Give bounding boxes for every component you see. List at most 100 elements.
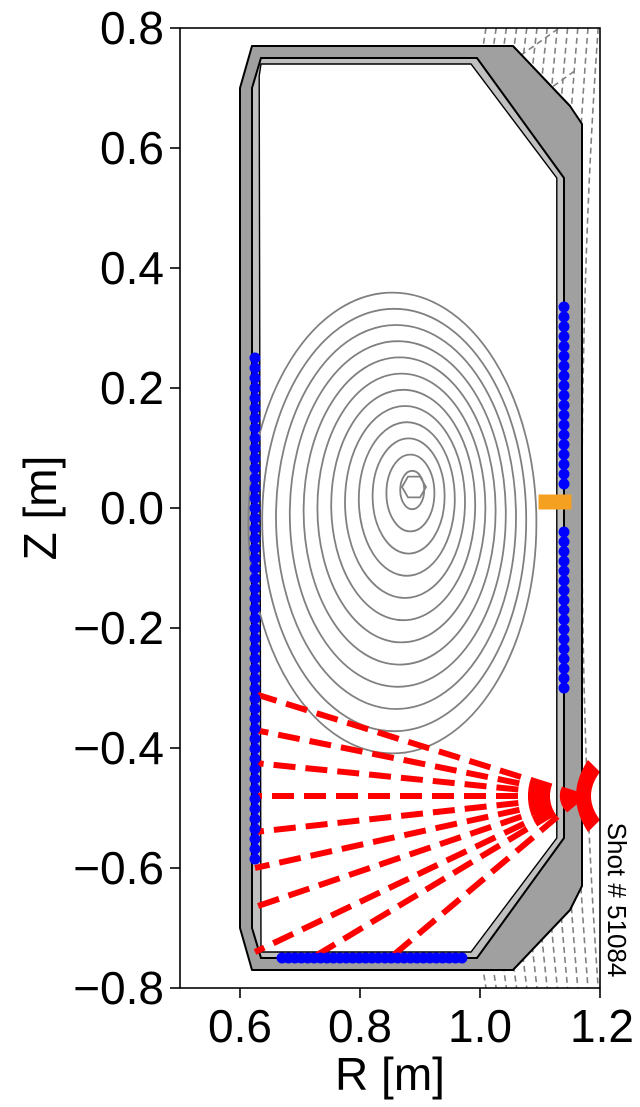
probe-point xyxy=(558,458,570,470)
probe-point xyxy=(558,536,570,548)
chord xyxy=(254,793,583,835)
probe-point xyxy=(249,813,261,825)
probe-point xyxy=(249,753,261,765)
chord xyxy=(254,793,583,910)
probe-point xyxy=(558,340,570,352)
probe-point xyxy=(558,409,570,421)
field-line xyxy=(581,28,599,988)
probe-point xyxy=(558,633,570,645)
probe-point xyxy=(558,468,570,480)
probe-point xyxy=(558,614,570,626)
probe-point xyxy=(558,663,570,674)
probe-point xyxy=(456,952,468,964)
probe-point xyxy=(249,703,261,715)
y-tick-label: 0.0 xyxy=(100,482,164,534)
probe-point xyxy=(249,352,261,364)
y-tick-label: 0.2 xyxy=(100,362,164,414)
chord xyxy=(388,793,584,961)
y-tick-label: −0.2 xyxy=(73,602,164,654)
probe-point xyxy=(558,555,570,567)
probe-point xyxy=(249,592,261,604)
axes: 0.8 0.6 0.4 0.2 0.0 −0.2 −0.4 −0.6 −0.8 0.6 0.8 1.0… xyxy=(73,2,634,1052)
plot-area xyxy=(239,28,600,988)
probe-point xyxy=(249,512,261,524)
probe-point xyxy=(558,546,570,557)
probe-point xyxy=(558,565,570,577)
probe-point xyxy=(249,402,261,414)
probe-point xyxy=(249,362,261,374)
probe-point xyxy=(249,462,261,474)
probe-point xyxy=(558,585,570,596)
probe-point xyxy=(249,623,261,635)
probe-point xyxy=(249,613,261,625)
probe-point xyxy=(249,603,261,614)
probe-point xyxy=(249,502,261,514)
probe-point xyxy=(558,331,570,342)
probe-point xyxy=(558,439,570,451)
chord xyxy=(254,727,583,799)
probe-point xyxy=(558,429,570,441)
probe-point xyxy=(249,733,261,745)
probe-point xyxy=(249,723,261,735)
x-tick-label: 0.8 xyxy=(328,1000,392,1052)
probe-point xyxy=(558,390,570,401)
chord xyxy=(253,793,584,955)
y-tick-label: −0.4 xyxy=(73,722,164,774)
probe-point xyxy=(249,392,261,404)
flux-surface xyxy=(247,291,538,755)
probe-point xyxy=(249,713,261,725)
x-tick-label: 1.0 xyxy=(448,1000,512,1052)
flux-surface xyxy=(302,356,497,666)
probe-point xyxy=(558,360,570,372)
probe-point xyxy=(249,482,261,494)
probe-point xyxy=(558,419,570,431)
probe-point xyxy=(249,412,261,424)
probe-point xyxy=(558,380,570,392)
probe-point xyxy=(249,693,261,705)
flux-surface xyxy=(357,421,456,577)
chord-fan-head xyxy=(576,760,600,832)
probe-point xyxy=(249,572,261,584)
probe-point xyxy=(249,582,261,594)
probe-point xyxy=(249,532,261,544)
x-tick-label: 0.6 xyxy=(208,1000,272,1052)
chord xyxy=(254,760,583,799)
y-tick-label: −0.6 xyxy=(73,842,164,894)
probe-point xyxy=(249,843,261,855)
probe-point xyxy=(558,624,570,635)
flux-surface xyxy=(371,437,446,555)
probe-point xyxy=(558,604,570,616)
probe-point xyxy=(558,653,570,665)
probe-point xyxy=(558,575,570,587)
y-tick-label: 0.6 xyxy=(100,122,164,174)
probe-point xyxy=(249,663,261,675)
probe-point xyxy=(249,773,261,785)
probe-point xyxy=(249,522,261,534)
probe-point xyxy=(249,422,261,434)
y-axis-label: Z [m] xyxy=(14,456,66,561)
probe-point xyxy=(249,853,261,865)
probe-point xyxy=(249,492,261,504)
probe-point xyxy=(558,594,570,606)
flux-surface xyxy=(330,388,477,622)
flux-surface xyxy=(344,405,466,599)
probe-point xyxy=(249,823,261,835)
probe-point xyxy=(249,442,261,454)
probe-point xyxy=(558,370,570,382)
chords xyxy=(253,691,584,961)
y-tick-label: 0.4 xyxy=(100,242,164,294)
probe-point xyxy=(249,643,261,655)
probe-point xyxy=(249,472,261,484)
probe-point xyxy=(249,452,261,464)
probe-point xyxy=(558,449,570,460)
probe-point xyxy=(558,311,570,323)
probe-point xyxy=(249,673,261,685)
y-tick-label: −0.8 xyxy=(73,962,164,1014)
probe-point xyxy=(249,763,261,775)
probe-point xyxy=(558,478,570,490)
flux-surface xyxy=(316,372,487,644)
probe-point xyxy=(249,683,261,695)
probe-point xyxy=(558,682,570,694)
flux-surface xyxy=(261,307,528,733)
x-tick-label: 1.2 xyxy=(570,1000,634,1052)
